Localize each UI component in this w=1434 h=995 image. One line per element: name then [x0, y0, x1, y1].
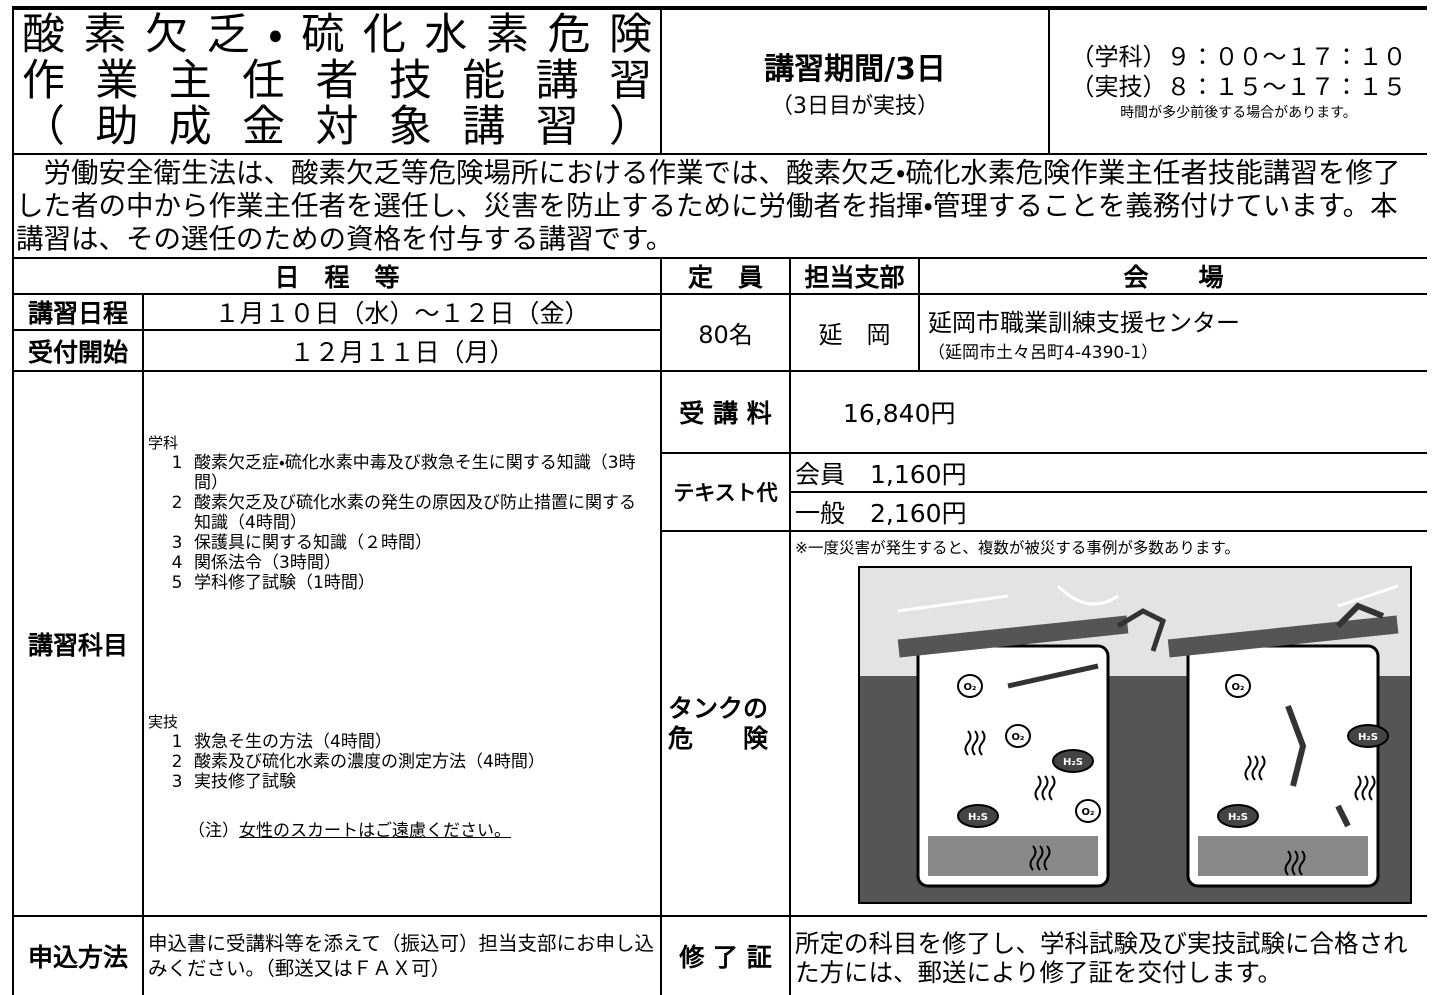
item-text: 学科修了試験（1時間）	[194, 573, 375, 593]
illustration: O₂ O₂ H₂S H₂S O₂ O₂ H₂S H₂S	[858, 566, 1412, 904]
period-note: （3日目が実技）	[771, 93, 939, 119]
venue: 延岡市職業訓練支援センター	[928, 309, 1240, 337]
row-label: テキスト代	[662, 454, 789, 530]
note-prefix: （注）	[188, 821, 239, 841]
danger-label: タンクの	[668, 693, 769, 723]
gas-label: O₂	[1232, 682, 1245, 693]
curriculum-item: 4 関係法令（3時間）	[160, 553, 646, 573]
dates: １月１０日（水）～１２日（金）	[144, 295, 660, 329]
gas-bubble	[1217, 804, 1259, 828]
item-text: 実技修了試験	[194, 772, 296, 792]
practical-heading: 実技	[148, 713, 179, 731]
title-cell: 酸素欠乏・硫化水素危険 作業主任者技能講習 （助成金対象講習）	[14, 10, 660, 153]
header: 会 場	[920, 259, 1427, 293]
capacity: 80名	[662, 295, 789, 370]
period: 講習期間/3日	[764, 51, 946, 87]
row-label: 申込方法	[14, 917, 142, 995]
curriculum-item: 3 保護具に関する知識（２時間）	[160, 533, 646, 553]
application-text: 申込書に受講料等を添えて（振込可）担当支部にお申し込みください。（郵送又はＦＡＸ…	[144, 917, 660, 995]
gas-label: H₂S	[1228, 812, 1248, 823]
item-number: 2	[171, 493, 183, 513]
danger-label-cell: タンクの 危 険	[662, 532, 789, 915]
curriculum-item: 5 学科修了試験（1時間）	[160, 573, 646, 593]
fee: 16,840円	[791, 372, 1427, 452]
gas-bubble	[957, 804, 999, 828]
period-cell: 講習期間/3日 （3日目が実技）	[662, 10, 1048, 153]
item-text: 酸素欠乏症・硫化水素中毒及び救急そ生に関する知識（3時間）	[194, 453, 636, 493]
curriculum-cell: 学科 1 酸素欠乏症・硫化水素中毒及び救急そ生に関する知識（3時間） 2 酸素欠乏及び…	[144, 372, 660, 915]
certificate-text: 所定の科目を修了し、学科試験及び実技試験に合格された方には、郵送により修了証を交…	[791, 917, 1427, 995]
member-price: 会員 1,160円	[791, 454, 1427, 491]
reception: １２月１１日（月）	[144, 331, 660, 370]
item-text: 酸素欠乏及び硫化水素の発生の原因及び防止措置に関する知識（4時間）	[194, 493, 636, 533]
gas-label: O₂	[1012, 732, 1025, 743]
gas-label: O₂	[964, 682, 977, 693]
item-number: 3	[171, 772, 183, 792]
danger-cell: ※一度災害が発生すると、複数が被災する事例が多数あります。 O₂ O₂ H₂S H₂S…	[791, 532, 1427, 915]
danger-label: 危 険	[668, 723, 769, 753]
note-text: 女性のスカートはご遠慮ください。	[239, 821, 511, 841]
branch: 延 岡	[791, 295, 918, 370]
times-note: 時間が多少前後する場合があります。	[1120, 104, 1357, 121]
row-label: 受付開始	[14, 331, 142, 370]
header: 担当支部	[791, 259, 918, 293]
time: （実技）８：１５～１７：１５	[1070, 72, 1407, 101]
times-cell: （学科）９：００～１７：１０ （実技）８：１５～１７：１５ 時間が多少前後する場…	[1050, 10, 1427, 153]
item-number: 1	[171, 732, 183, 752]
item-number: 3	[171, 533, 183, 553]
row-label: 受 講 料	[662, 372, 789, 452]
item-number: 5	[171, 573, 183, 593]
curriculum-item: 2 酸素欠乏及び硫化水素の発生の原因及び防止措置に関する知識（4時間）	[160, 493, 646, 533]
note: （注）女性のスカートはご遠慮ください。	[188, 816, 646, 841]
row-label: 修 了 証	[662, 917, 789, 995]
curriculum-item: 2 酸素及び硫化水素の濃度の測定方法（4時間）	[160, 752, 646, 772]
curriculum-item: 3 実技修了試験	[160, 772, 646, 792]
curriculum-item: 1 酸素欠乏症・硫化水素中毒及び救急そ生に関する知識（3時間）	[160, 453, 646, 493]
gas-bubble	[957, 674, 983, 698]
lecture-heading: 学科	[148, 434, 179, 452]
gas-label: H₂S	[968, 812, 988, 823]
gas-bubble	[1005, 724, 1031, 748]
item-text: 酸素及び硫化水素の濃度の測定方法（4時間）	[194, 752, 545, 772]
item-number: 2	[171, 752, 183, 772]
gas-bubble	[1347, 724, 1389, 748]
gas-label: H₂S	[1358, 732, 1378, 743]
title-line: （助成金対象講習）	[22, 102, 652, 152]
row-label: 講習日程	[14, 295, 142, 329]
row-label: 講習科目	[14, 372, 142, 915]
item-text: 保護具に関する知識（２時間）	[194, 533, 432, 553]
gas-bubble	[1075, 799, 1101, 823]
gas-bubble	[1225, 674, 1251, 698]
time: （学科）９：００～１７：１０	[1070, 42, 1407, 71]
item-number: 4	[171, 553, 183, 573]
venue-cell: 延岡市職業訓練支援センター （延岡市土々呂町4-4390-1）	[920, 295, 1427, 370]
title-line: 作業主任者技能講習	[22, 56, 652, 106]
item-number: 1	[171, 453, 183, 473]
header: 日 程 等	[14, 259, 660, 293]
curriculum-item: 1 救急そ生の方法（4時間）	[160, 732, 646, 752]
venue-address: （延岡市土々呂町4-4390-1）	[928, 343, 1159, 363]
description-cell: 労働安全衛生法は、酸素欠乏等危険場所における作業では、酸素欠乏・硫化水素危険作業…	[14, 155, 1427, 257]
header: 定 員	[662, 259, 789, 293]
lecture-list: 1 酸素欠乏症・硫化水素中毒及び救急そ生に関する知識（3時間） 2 酸素欠乏及び硫化水…	[160, 453, 646, 593]
gas-label: H₂S	[1063, 757, 1083, 768]
practical-list: 1 救急そ生の方法（4時間） 2 酸素及び硫化水素の濃度の測定方法（4時間） 3 実技修了…	[160, 732, 646, 792]
title-line: 酸素欠乏・硫化水素危険	[22, 10, 652, 60]
danger-note: ※一度災害が発生すると、複数が被災する事例が多数あります。	[795, 539, 1240, 557]
gas-label: O₂	[1082, 807, 1095, 818]
general-price: 一般 2,160円	[791, 493, 1427, 530]
gas-bubble	[1052, 749, 1094, 773]
description: 労働安全衛生法は、酸素欠乏等危険場所における作業では、酸素欠乏・硫化水素危険作業…	[16, 157, 1401, 255]
item-text: 関係法令（3時間）	[194, 553, 341, 573]
item-text: 救急そ生の方法（4時間）	[194, 732, 392, 752]
